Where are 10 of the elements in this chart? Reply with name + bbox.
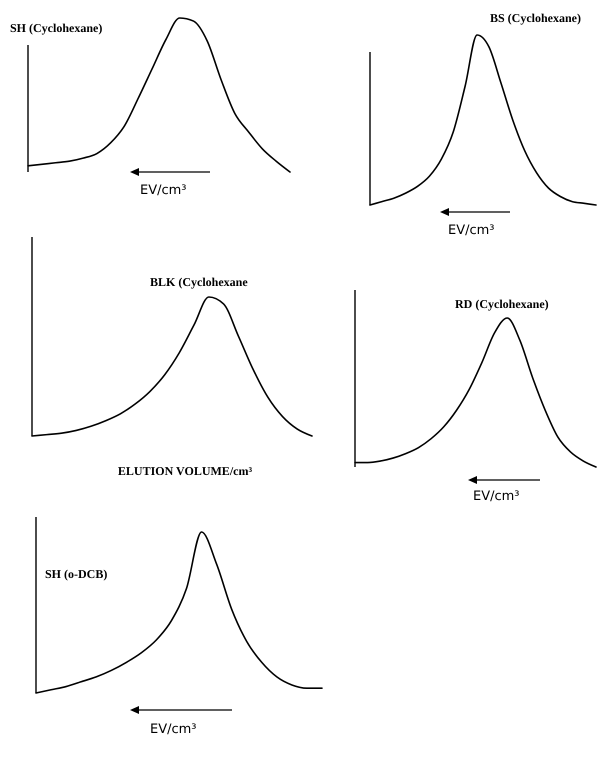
text: EV/cm³: [150, 722, 197, 737]
chart-title: BLK (Cyclohexane: [150, 275, 248, 289]
chart-title: SH (Cyclohexane): [10, 21, 102, 35]
chart-title: RD (Cyclohexane): [455, 297, 549, 311]
chart-title: BS (Cyclohexane): [490, 11, 581, 25]
x-axis-title: ELUTION VOLUME/cm³: [118, 464, 252, 478]
text: EV/cm³: [473, 489, 520, 504]
text: EV/cm³: [140, 183, 187, 198]
text: EV/cm³: [448, 223, 495, 238]
text: SH (o-DCB): [45, 567, 108, 581]
